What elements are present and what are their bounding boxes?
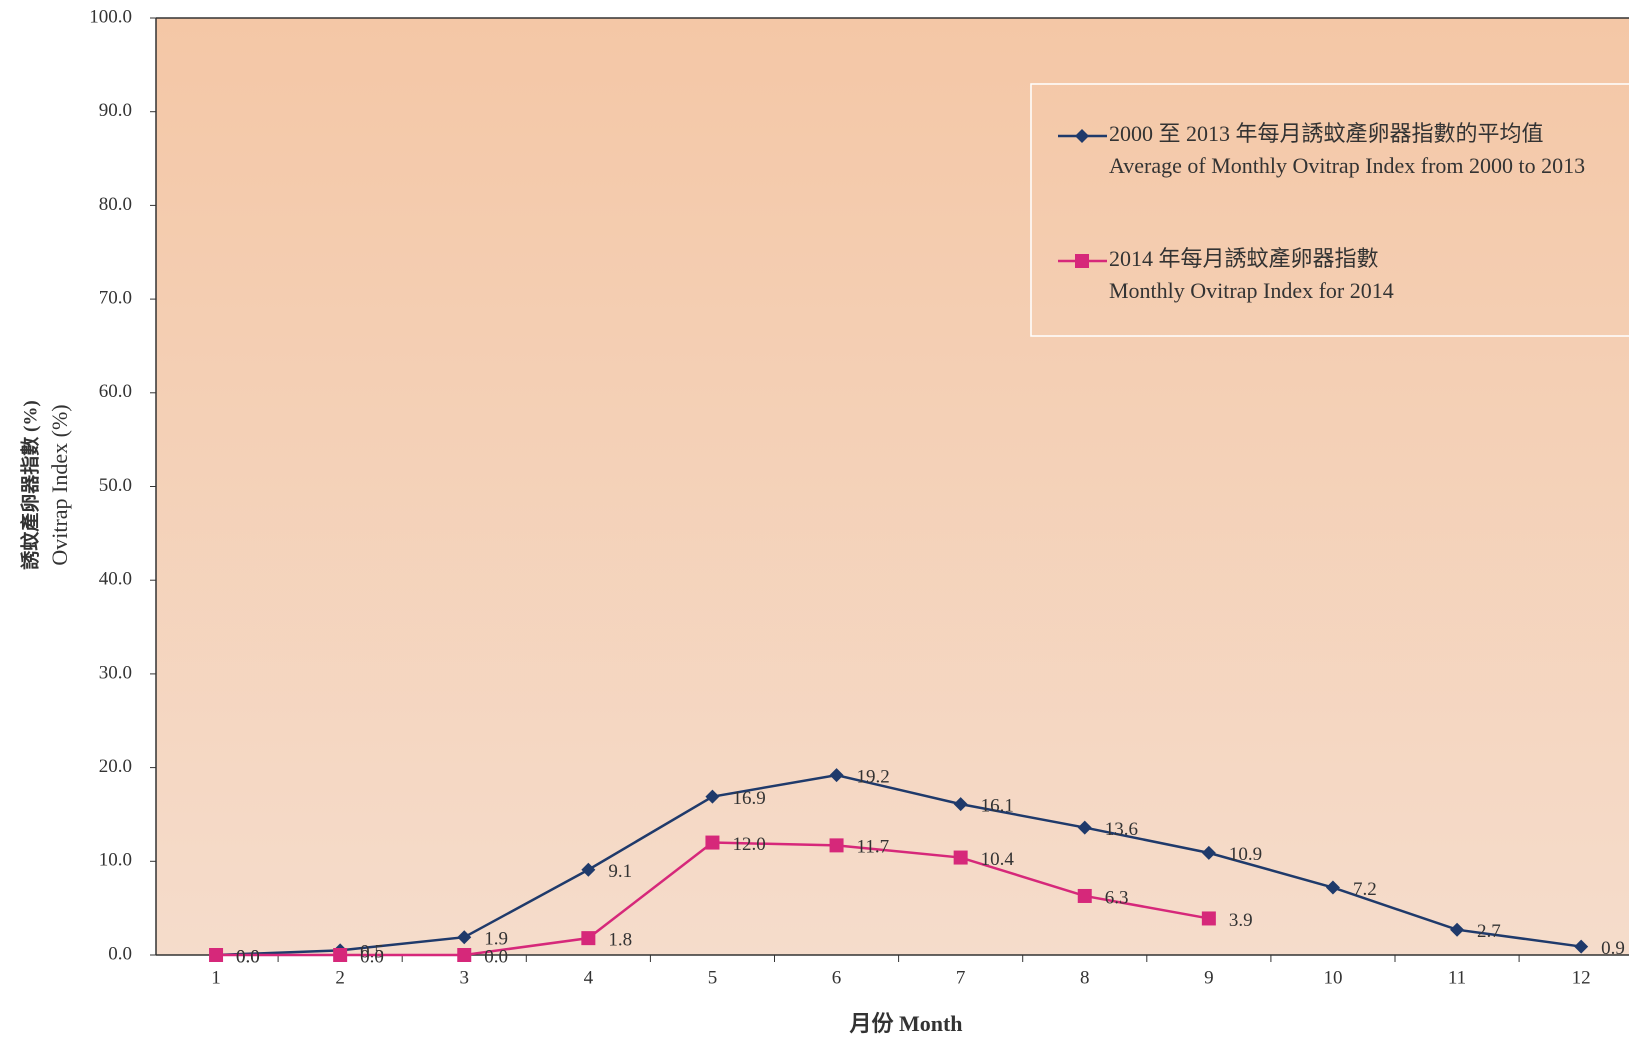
point: [1077, 820, 1092, 835]
legend-marker: [1075, 129, 1089, 143]
point: [1201, 845, 1216, 860]
series-line: [216, 773, 1582, 957]
x-tick-label: 10: [1323, 967, 1342, 988]
legend-label: Average of Monthly Ovitrap Index from 20…: [1109, 153, 1585, 178]
value-label: 0.0: [236, 946, 260, 967]
value-label: 7.2: [1353, 879, 1377, 900]
x-tick-label: 11: [1448, 967, 1466, 988]
plot-area: [156, 18, 1629, 955]
value-label: 13.6: [1105, 819, 1138, 840]
x-tick-label: 12: [1572, 967, 1591, 988]
value-label: 1.9: [484, 929, 508, 950]
y-tick-label: 30.0: [99, 662, 132, 683]
x-tick-label: 2: [335, 967, 345, 988]
x-axis-label: 月份 Month: [848, 1011, 962, 1036]
x-tick-label: 5: [708, 967, 718, 988]
y-tick-label: 60.0: [99, 381, 132, 402]
y-tick-label: 40.0: [99, 569, 132, 590]
value-label: 11.7: [857, 837, 890, 858]
point: [1574, 939, 1589, 954]
value-label: 0.0: [236, 946, 260, 967]
point: [457, 930, 472, 945]
point: [829, 768, 844, 783]
value-label: 0.0: [360, 946, 384, 967]
point: [705, 789, 720, 804]
y-tick-label: 70.0: [99, 287, 132, 308]
point: [581, 862, 596, 877]
value-label: 16.1: [981, 796, 1014, 817]
point: [333, 948, 348, 962]
point: [829, 838, 844, 853]
point: [1450, 922, 1465, 937]
x-tick-label: 9: [1204, 967, 1214, 988]
value-label: 0.5: [360, 942, 384, 963]
value-label: 6.3: [1105, 887, 1129, 908]
y-axis-label: Ovitrap Index (%): [47, 404, 72, 565]
point: [209, 948, 224, 962]
value-label: 9.1: [608, 861, 632, 882]
x-tick-label: 6: [832, 967, 842, 988]
value-label: 0.9: [1601, 938, 1625, 959]
y-axis-label: 誘蚊產卵器指數 (%): [18, 400, 41, 569]
point: [1325, 880, 1340, 895]
point: [457, 948, 472, 962]
value-label: 2.7: [1477, 921, 1501, 942]
y-tick-label: 10.0: [99, 850, 132, 871]
value-label: 0.0: [484, 946, 508, 967]
y-tick-label: 100.0: [89, 6, 132, 27]
point: [581, 931, 596, 946]
x-tick-label: 4: [584, 967, 594, 988]
value-label: 10.4: [981, 849, 1015, 870]
value-label: 12.0: [732, 834, 765, 855]
x-tick-label: 3: [460, 967, 470, 988]
legend-label: 2000 至 2013 年每月誘蚊產卵器指數的平均值: [1109, 121, 1544, 146]
y-tick-label: 0.0: [108, 943, 132, 964]
legend-marker: [1075, 254, 1089, 268]
x-tick-label: 8: [1080, 967, 1090, 988]
point: [705, 835, 720, 850]
y-tick-label: 90.0: [99, 100, 132, 121]
value-label: 10.9: [1229, 844, 1262, 865]
legend-label: 2014 年每月誘蚊產卵器指數: [1109, 246, 1379, 271]
legend-box: [1030, 83, 1629, 337]
value-label: 3.9: [1229, 910, 1253, 931]
y-tick-label: 20.0: [99, 756, 132, 777]
x-tick-label: 7: [956, 967, 966, 988]
value-label: 1.8: [608, 929, 632, 950]
y-tick-label: 50.0: [99, 475, 132, 496]
point: [1201, 911, 1216, 926]
point: [953, 850, 968, 865]
point: [1077, 888, 1092, 903]
x-tick-label: 1: [211, 967, 221, 988]
value-label: 16.9: [732, 788, 765, 809]
point: [953, 797, 968, 812]
legend-label: Monthly Ovitrap Index for 2014: [1109, 278, 1394, 303]
value-label: 19.2: [857, 766, 890, 787]
y-tick-label: 80.0: [99, 194, 132, 215]
